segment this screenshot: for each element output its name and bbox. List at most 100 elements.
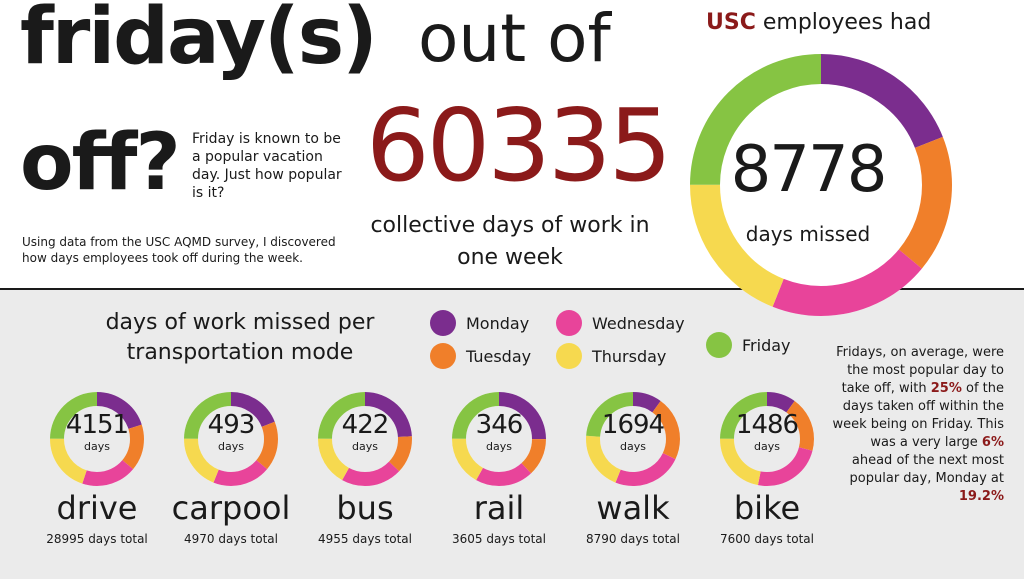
donut-slice-thursday: [50, 392, 144, 486]
legend-swatch: [706, 332, 732, 358]
mode-total: 28995 days total: [46, 532, 148, 546]
mode-missed: 1486: [735, 410, 799, 440]
carpool-donut: [184, 392, 278, 486]
legend-swatch: [430, 343, 456, 369]
donut-slice-tuesday: [50, 392, 144, 486]
donut-slice-monday: [452, 392, 546, 486]
mode-bus: 422 days bus 4955 days total: [298, 390, 432, 546]
legend-swatch: [556, 310, 582, 336]
note-text-1: Fridays, on average, were the most popul…: [836, 345, 1004, 396]
collective-label: collective days of work in one week: [370, 213, 650, 270]
note-pct-friday: 25%: [930, 381, 962, 396]
mode-missed: 493: [207, 410, 256, 440]
donut-slice-wednesday: [720, 392, 814, 486]
missed-days-label: days missed: [745, 222, 871, 246]
donut-slice-tuesday: [184, 392, 278, 486]
bottom-panel: [0, 288, 1024, 579]
donut-slice-monday: [318, 392, 412, 486]
donut-slice-monday: [720, 392, 814, 486]
donut-slice-tuesday: [318, 392, 412, 486]
note-pct-gap: 6%: [981, 435, 1004, 450]
mode-total: 4955 days total: [318, 532, 412, 546]
donut-slice-wednesday: [452, 392, 546, 486]
method-text: Using data from the USC AQMD survey, I d…: [22, 235, 336, 265]
legend-swatch: [430, 310, 456, 336]
mode-unit: days: [84, 440, 110, 453]
donut-slice-wednesday: [318, 392, 412, 486]
donut-slice-monday: [184, 392, 278, 486]
question-text: Friday is known to be a popular vacation…: [192, 131, 342, 201]
donut-slice-thursday: [690, 54, 952, 316]
section-title: days of work missed per transportation m…: [105, 310, 375, 365]
donut-slice-tuesday: [720, 392, 814, 486]
mode-name: bus: [336, 489, 394, 527]
donut-slice-tuesday: [586, 392, 680, 486]
legend-tuesday: Tuesday: [430, 343, 531, 369]
out-of-label: out of: [418, 0, 611, 77]
legend-swatch: [556, 343, 582, 369]
bike-donut: [720, 392, 814, 486]
donut-slice-thursday: [452, 392, 546, 486]
note-text-3: ahead of the next most popular day, Mond…: [849, 453, 1004, 486]
legend-wednesday: Wednesday: [556, 310, 685, 336]
mode-name: drive: [56, 489, 138, 527]
mode-missed: 346: [475, 410, 524, 440]
mode-name: rail: [473, 489, 525, 527]
mode-missed: 4151: [65, 410, 129, 440]
mode-rail: 346 days rail 3605 days total: [432, 390, 566, 546]
legend-thursday: Thursday: [556, 343, 666, 369]
mode-unit: days: [620, 440, 646, 453]
summary-had-label: employees had: [755, 10, 932, 35]
top-panel: [0, 0, 1024, 288]
mode-unit: days: [218, 440, 244, 453]
legend-label: Thursday: [592, 346, 667, 366]
mode-missed: 422: [341, 410, 390, 440]
mode-carpool: 493 days carpool 4970 days total: [164, 390, 298, 546]
mode-total: 7600 days total: [720, 532, 814, 546]
rail-donut: [452, 392, 546, 486]
headline-friday: friday(s): [20, 0, 378, 82]
legend-monday: Monday: [430, 310, 529, 336]
headline-off: off?: [20, 118, 181, 208]
usc-label: USC: [706, 10, 756, 35]
mode-name: bike: [733, 489, 801, 527]
mode-unit: days: [486, 440, 512, 453]
donut-slice-friday: [586, 392, 680, 486]
bus-donut: [318, 392, 412, 486]
mode-unit: days: [352, 440, 378, 453]
donut-slice-thursday: [184, 392, 278, 486]
friday-note: Fridays, on average, were the most popul…: [832, 344, 1004, 506]
note-pct-monday: 19.2%: [958, 489, 1004, 504]
donut-slice-wednesday: [690, 54, 952, 316]
donut-slice-thursday: [318, 392, 412, 486]
legend-label: Friday: [742, 335, 791, 355]
mode-total: 3605 days total: [452, 532, 546, 546]
mode-name: walk: [596, 489, 670, 527]
mode-drive: 4151 days drive 28995 days total: [30, 390, 164, 546]
summary-donut: [690, 54, 952, 316]
drive-donut: [50, 392, 144, 486]
missed-days-number: 8778: [730, 133, 888, 207]
donut-slice-wednesday: [586, 392, 680, 486]
donut-slice-thursday: [586, 392, 680, 486]
donut-slice-friday: [690, 54, 952, 316]
mode-missed: 1694: [601, 410, 665, 440]
legend-label: Tuesday: [466, 346, 532, 366]
mode-walk: 1694 days walk 8790 days total: [566, 390, 700, 546]
donut-slice-monday: [50, 392, 144, 486]
donut-slice-tuesday: [690, 54, 952, 316]
mode-unit: days: [754, 440, 780, 453]
legend-label: Monday: [466, 313, 530, 333]
note-text-2: of the days taken off within the week be…: [832, 381, 1004, 450]
donut-slice-wednesday: [50, 392, 144, 486]
donut-slice-thursday: [720, 392, 814, 486]
legend-friday: Friday: [706, 332, 791, 358]
walk-donut: [586, 392, 680, 486]
legend-label: Wednesday: [592, 313, 685, 333]
mode-total: 8790 days total: [586, 532, 680, 546]
mode-name: carpool: [171, 489, 291, 527]
donut-slice-wednesday: [184, 392, 278, 486]
mode-bike: 1486 days bike 7600 days total: [700, 390, 834, 546]
summary-heading: USC employees had: [706, 10, 931, 35]
mode-total: 4970 days total: [184, 532, 278, 546]
